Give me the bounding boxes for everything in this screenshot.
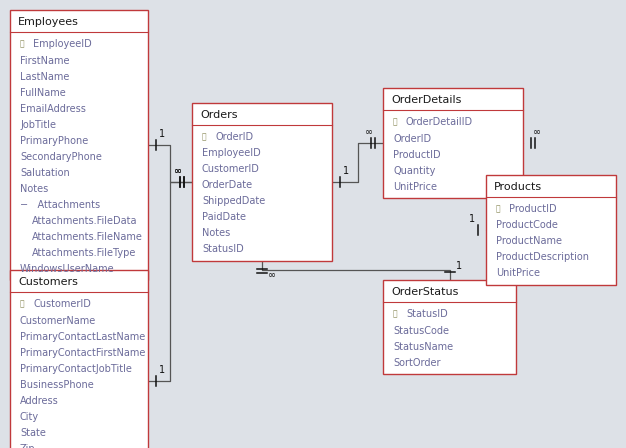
Text: OrderStatus: OrderStatus (391, 287, 458, 297)
Text: SecondaryPhone: SecondaryPhone (20, 151, 102, 161)
Text: ProductName: ProductName (496, 237, 562, 246)
Text: Products: Products (494, 182, 542, 192)
Text: City: City (20, 412, 39, 422)
Text: EmailAddress: EmailAddress (20, 103, 86, 113)
Text: 1: 1 (343, 166, 349, 176)
Text: CustomerName: CustomerName (20, 315, 96, 326)
Text: JobTitle: JobTitle (20, 120, 56, 129)
Text: ∞: ∞ (174, 166, 182, 176)
Text: Quantity: Quantity (393, 165, 435, 176)
Text: OrderDetails: OrderDetails (391, 95, 461, 105)
Text: FullName: FullName (20, 87, 66, 98)
Text: ∞: ∞ (174, 166, 182, 176)
Bar (486, 175, 616, 285)
Text: ⚿: ⚿ (393, 117, 398, 126)
Text: ShippedDate: ShippedDate (202, 197, 265, 207)
Bar (383, 280, 516, 374)
Text: LastName: LastName (20, 72, 69, 82)
Bar (383, 88, 523, 198)
Text: Notes: Notes (20, 184, 48, 194)
Text: OrderID: OrderID (393, 134, 431, 143)
Text: Attachments.FileName: Attachments.FileName (32, 232, 143, 241)
Text: SortOrder: SortOrder (393, 358, 441, 367)
Bar (192, 103, 332, 261)
Text: StatusCode: StatusCode (393, 326, 449, 336)
Text: Attachments.FileData: Attachments.FileData (32, 215, 138, 225)
Text: StatusID: StatusID (406, 309, 448, 319)
Text: ⚿: ⚿ (496, 204, 501, 214)
Text: OrderDate: OrderDate (202, 181, 253, 190)
Text: ⚿: ⚿ (20, 300, 24, 309)
Text: Notes: Notes (202, 228, 230, 238)
Text: ProductDescription: ProductDescription (496, 253, 589, 263)
Text: ⚿: ⚿ (202, 133, 207, 142)
Text: Employees: Employees (18, 17, 79, 27)
Text: FirstName: FirstName (20, 56, 69, 65)
Text: Customers: Customers (18, 277, 78, 287)
Text: 1: 1 (469, 214, 475, 224)
Text: 1: 1 (159, 365, 165, 375)
Text: Attachments.FileType: Attachments.FileType (32, 247, 136, 258)
Text: StatusID: StatusID (202, 245, 244, 254)
Text: PaidDate: PaidDate (202, 212, 246, 223)
Text: Address: Address (20, 396, 59, 405)
Text: UnitPrice: UnitPrice (393, 181, 437, 191)
Text: ⚿: ⚿ (20, 39, 24, 48)
Text: EmployeeID: EmployeeID (33, 39, 92, 49)
Text: PrimaryContactLastName: PrimaryContactLastName (20, 332, 145, 341)
Text: StatusName: StatusName (393, 341, 453, 352)
Text: Orders: Orders (200, 110, 237, 120)
Bar (10, 270, 148, 448)
Text: OrderID: OrderID (215, 132, 253, 142)
Text: Salutation: Salutation (20, 168, 69, 177)
Text: BusinessPhone: BusinessPhone (20, 379, 94, 389)
Text: WindowsUserName: WindowsUserName (20, 263, 115, 273)
Text: 1: 1 (456, 261, 461, 271)
Text: PrimaryContactFirstName: PrimaryContactFirstName (20, 348, 145, 358)
Text: PrimaryPhone: PrimaryPhone (20, 135, 88, 146)
Text: CustomerID: CustomerID (202, 164, 260, 175)
Text: ProductID: ProductID (393, 150, 441, 159)
Text: ∞: ∞ (365, 127, 373, 137)
Bar (10, 10, 148, 280)
Text: ProductID: ProductID (509, 204, 557, 214)
Text: Zip: Zip (20, 444, 36, 448)
Text: ProductCode: ProductCode (496, 220, 558, 231)
Text: ∞: ∞ (533, 127, 541, 137)
Text: ⚿: ⚿ (393, 310, 398, 319)
Text: −   Attachments: − Attachments (20, 199, 100, 210)
Text: EmployeeID: EmployeeID (202, 148, 261, 159)
Text: PrimaryContactJobTitle: PrimaryContactJobTitle (20, 363, 132, 374)
Text: OrderDetailID: OrderDetailID (406, 117, 473, 127)
Text: State: State (20, 427, 46, 438)
Text: UnitPrice: UnitPrice (496, 268, 540, 279)
Text: CustomerID: CustomerID (33, 299, 91, 309)
Text: 1: 1 (159, 129, 165, 139)
Text: ∞: ∞ (268, 270, 276, 280)
